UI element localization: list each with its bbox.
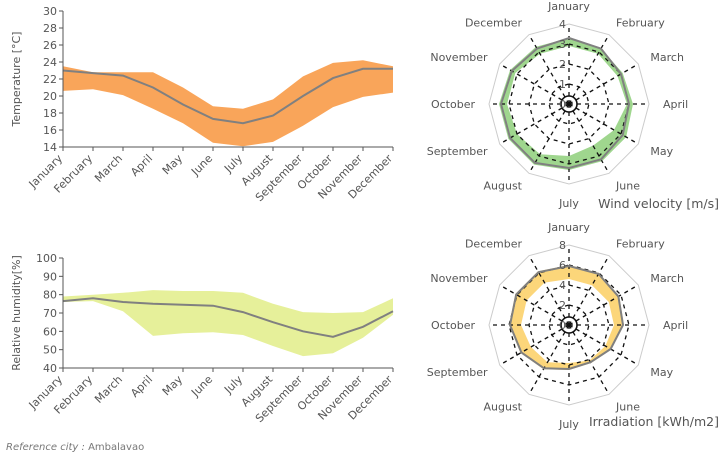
irradiation-r-tick-label: 6 — [559, 259, 566, 272]
temperature-mean-line — [62, 67, 393, 125]
temperature-y-tick-label: 22 — [43, 73, 57, 86]
irradiation-category-label: July — [558, 418, 579, 431]
humidity-y-tick-label: 90 — [43, 270, 57, 283]
wind-category-label: September — [427, 145, 488, 158]
temperature-x-tick-label: May — [160, 152, 186, 178]
wind-category-label: February — [616, 17, 665, 30]
temperature-x-tick-label: July — [221, 152, 245, 176]
irradiation-chart: 0 2 4 6 8 January February March April May June Jul… — [427, 221, 719, 431]
humidity-y-tick-label: 80 — [43, 289, 57, 302]
wind-category-label: May — [650, 145, 673, 158]
wind-spoke — [568, 34, 610, 105]
irradiation-category-label: February — [616, 238, 665, 251]
humidity-y-tick-label: 40 — [43, 362, 57, 375]
irradiation-spoke — [568, 255, 610, 326]
reference-city-label: Reference city : — [6, 442, 85, 453]
irradiation-spoke — [568, 284, 639, 326]
wind-r-tick-label: 1 — [559, 78, 566, 91]
wind-r-tick-label: 0 — [559, 98, 566, 111]
wind-category-label: January — [547, 0, 590, 13]
temperature-y-tick-label: 16 — [43, 124, 57, 137]
reference-city-caption: Reference city : Ambalavao — [6, 442, 144, 453]
temperature-range-band — [63, 60, 393, 147]
wind-grid-ring — [528, 63, 610, 145]
temperature-y-tick-label: 30 — [43, 5, 57, 18]
temperature-x-tick-label: March — [92, 152, 125, 185]
irradiation-mean-line — [508, 264, 625, 371]
irradiation-outer-grid — [488, 244, 650, 406]
wind-spoke — [528, 34, 570, 105]
temperature-x-tick-label: April — [128, 152, 155, 179]
wind-spoke — [568, 63, 639, 105]
wind-category-label: October — [431, 98, 475, 111]
wind-chart: 0 1 2 3 4 January February March April May June Jul… — [427, 0, 719, 211]
humidity-range-band — [63, 290, 393, 357]
wind-spoke — [499, 103, 570, 145]
wind-outer-grid — [488, 23, 650, 185]
wind-r-tick-label: 4 — [559, 18, 566, 31]
humidity-x-tick-label: May — [160, 373, 186, 399]
wind-category-label: June — [615, 179, 640, 192]
irradiation-spoke — [499, 324, 570, 366]
wind-title: Wind velocity [m/s] — [598, 196, 719, 211]
wind-mean-line — [499, 36, 631, 170]
humidity-y-tick-label: 100 — [36, 252, 57, 265]
wind-category-label: August — [484, 179, 523, 192]
wind-category-label: December — [465, 17, 523, 30]
irradiation-spoke — [528, 255, 570, 326]
wind-r-tick-label: 3 — [559, 38, 566, 51]
temperature-y-tick-label: 24 — [43, 56, 57, 69]
humidity-y-tick-label: 60 — [43, 325, 57, 338]
irradiation-spoke — [528, 324, 570, 395]
humidity-y-tick-label: 50 — [43, 344, 57, 357]
irradiation-category-label: January — [547, 221, 590, 234]
wind-category-label: April — [663, 98, 688, 111]
wind-r-tick-label: 2 — [559, 58, 566, 71]
irradiation-spoke — [499, 284, 570, 326]
wind-spoke — [568, 103, 610, 174]
temperature-y-tick-label: 20 — [43, 90, 57, 103]
humidity-x-tick-label: June — [188, 373, 215, 400]
irradiation-grid-ring — [528, 284, 610, 366]
reference-city-name: Ambalavao — [88, 442, 145, 453]
irradiation-category-label: September — [427, 366, 488, 379]
irradiation-r-tick-label: 8 — [559, 239, 566, 252]
temperature-y-tick-label: 26 — [43, 39, 57, 52]
irradiation-r-tick-label: 0 — [559, 319, 566, 332]
wind-category-label: November — [430, 51, 488, 64]
temperature-y-tick-label: 28 — [43, 22, 57, 35]
humidity-y-axis-label: Relative humidity[%] — [10, 255, 23, 370]
irradiation-category-label: October — [431, 319, 475, 332]
irradiation-r-tick-label: 4 — [559, 279, 566, 292]
wind-center-ring — [560, 95, 578, 113]
wind-spoke — [528, 103, 570, 174]
humidity-mean-line — [62, 297, 394, 338]
irradiation-spoke — [568, 324, 639, 366]
irradiation-category-label: November — [430, 272, 488, 285]
temperature-y-axis-label: Temperature [°C] — [10, 32, 23, 128]
irradiation-center-ring — [560, 316, 578, 334]
irradiation-category-label: May — [650, 366, 673, 379]
humidity-x-tick-label: July — [221, 373, 245, 397]
irradiation-category-label: June — [615, 400, 640, 413]
irradiation-category-label: August — [484, 400, 523, 413]
temperature-y-tick-label: 18 — [43, 107, 57, 120]
wind-category-label: March — [650, 51, 684, 64]
temperature-y-tick-label: 14 — [43, 141, 57, 154]
humidity-x-tick-label: April — [128, 373, 155, 400]
irradiation-spoke — [568, 324, 610, 395]
wind-spoke — [568, 103, 639, 145]
irradiation-category-label: December — [465, 238, 523, 251]
humidity-x-tick-label: March — [92, 373, 125, 406]
irradiation-title: Irradiation [kWh/m2] — [589, 414, 719, 429]
irradiation-category-label: April — [663, 319, 688, 332]
humidity-y-tick-label: 70 — [43, 307, 57, 320]
wind-category-label: July — [558, 197, 579, 210]
irradiation-r-tick-label: 2 — [559, 299, 566, 312]
temperature-x-tick-label: June — [188, 152, 215, 179]
irradiation-category-label: March — [650, 272, 684, 285]
